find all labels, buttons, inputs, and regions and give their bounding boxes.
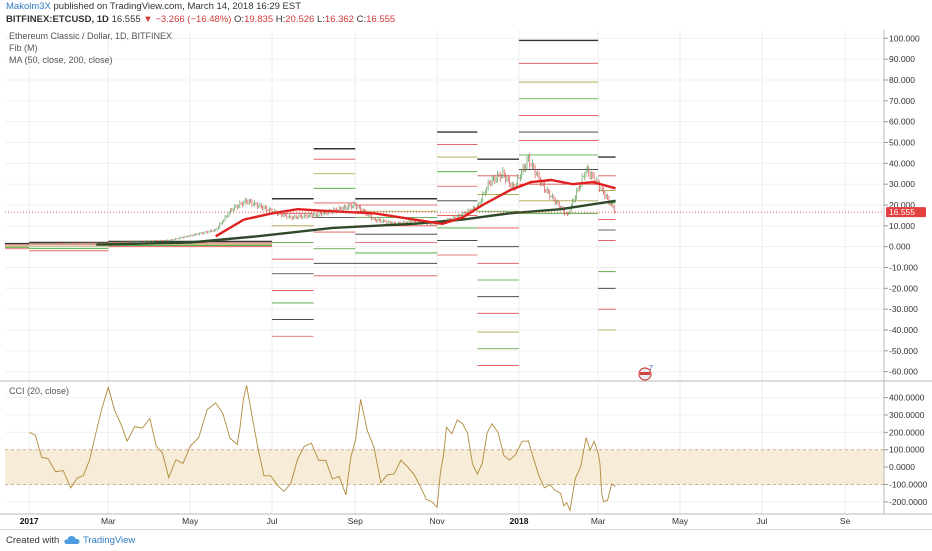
- last-price-tag: 16.555: [886, 207, 926, 218]
- high-value: 20.526: [285, 14, 315, 25]
- price-axis-label: 90.000: [889, 54, 915, 64]
- time-axis-label: Sep: [348, 516, 363, 526]
- price-axis-label: -40.000: [889, 325, 918, 335]
- cci-axis-label: 300.0000: [889, 410, 925, 420]
- price-axis-label: 0.000: [889, 242, 911, 252]
- ma200-line: [96, 199, 616, 246]
- price-axis-label: 20.000: [889, 200, 915, 210]
- open-label: O:: [234, 14, 245, 25]
- time-axis-label: Mar: [591, 516, 606, 526]
- cci-axis[interactable]: 400.0000 300.0000 200.0000 100.0000 0.0000 -1…: [884, 393, 928, 507]
- down-arrow-icon: ▼: [143, 14, 153, 25]
- open-value: 19.835: [244, 14, 274, 25]
- created-with-text: Created with: [6, 535, 60, 546]
- price-axis-label: 40.000: [889, 158, 915, 168]
- tradingview-link[interactable]: TradingView: [83, 535, 136, 546]
- close-label: C:: [356, 14, 367, 25]
- cci-axis-label: 0.0000: [889, 462, 915, 472]
- time-axis-label: May: [182, 516, 199, 526]
- cci-axis-label: 400.0000: [889, 393, 925, 403]
- time-axis-label: 2018: [510, 516, 529, 526]
- last-price: 16.555: [111, 14, 141, 25]
- symbol-name: BITFINEX:ETCUSD, 1D: [6, 14, 109, 25]
- price-axis-label: 30.000: [889, 179, 915, 189]
- price-change: −3.266 (−16.48%): [155, 14, 232, 25]
- publish-info: published on TradingView.com, March 14, …: [53, 1, 302, 12]
- low-value: 16.362: [324, 14, 354, 25]
- price-axis-label: -20.000: [889, 283, 918, 293]
- cci-line: [29, 385, 616, 513]
- price-axis-label: 50.000: [889, 138, 915, 148]
- price-axis-label: 60.000: [889, 117, 915, 127]
- cci-legend: CCI (20, close): [9, 386, 69, 396]
- events-badge-count: 7: [649, 365, 653, 372]
- tradingview-cloud-icon: [64, 536, 80, 544]
- time-axis-label: Se: [840, 516, 851, 526]
- price-axis-label: -10.000: [889, 263, 918, 273]
- cci-axis-label: 100.0000: [889, 445, 925, 455]
- chart-title: Ethereum Classic / Dollar, 1D, BITFINEX: [9, 31, 172, 41]
- symbol-line: BITFINEX:ETCUSD, 1D 16.555 ▼ −3.266 (−16…: [6, 14, 395, 25]
- price-axis-label: 100.000: [889, 33, 920, 43]
- time-axis-label: Jul: [267, 516, 278, 526]
- time-axis-label: Mar: [101, 516, 116, 526]
- time-axis-label: Jul: [756, 516, 767, 526]
- time-axis-label: May: [672, 516, 689, 526]
- close-value: 16.555: [366, 14, 396, 25]
- price-axis-label: 10.000: [889, 221, 915, 231]
- price-axis-label: 80.000: [889, 75, 915, 85]
- price-axis-label: 70.000: [889, 96, 915, 106]
- ma50-line: [215, 178, 616, 238]
- fib-levels: [5, 39, 616, 366]
- last-price-tag-label: 16.555: [889, 207, 915, 217]
- events-badge[interactable]: 7: [638, 365, 653, 381]
- high-label: H:: [275, 14, 286, 25]
- chart-canvas[interactable]: 100.00090.00080.00070.00060.00050.00040.…: [0, 0, 932, 529]
- cci-axis-label: -200.0000: [889, 497, 928, 507]
- footer-bar: Created with TradingView: [0, 529, 932, 551]
- publish-line: Makolm3X published on TradingView.com, M…: [6, 1, 301, 12]
- cci-neutral-band: [5, 449, 884, 485]
- time-axis-label: Nov: [430, 516, 446, 526]
- cci-axis-label: -100.0000: [889, 479, 928, 489]
- author-link[interactable]: Makolm3X: [6, 1, 51, 12]
- time-axis-label: 2017: [20, 516, 39, 526]
- price-axis-label: -30.000: [889, 304, 918, 314]
- time-axis[interactable]: 2017 Mar May Jul Sep Nov 2018 Mar May Jul Se: [20, 516, 851, 526]
- low-label: L:: [316, 14, 325, 25]
- fib-legend: Fib (M): [9, 43, 38, 53]
- price-axis-label: -60.000: [889, 367, 918, 377]
- cci-axis-label: 200.0000: [889, 427, 925, 437]
- price-axis-label: -50.000: [889, 346, 918, 356]
- ma-legend: MA (50, close, 200, close): [9, 55, 113, 65]
- price-axis[interactable]: 100.000 90.000 80.000 70.000 60.000 50.000 40.…: [884, 33, 920, 377]
